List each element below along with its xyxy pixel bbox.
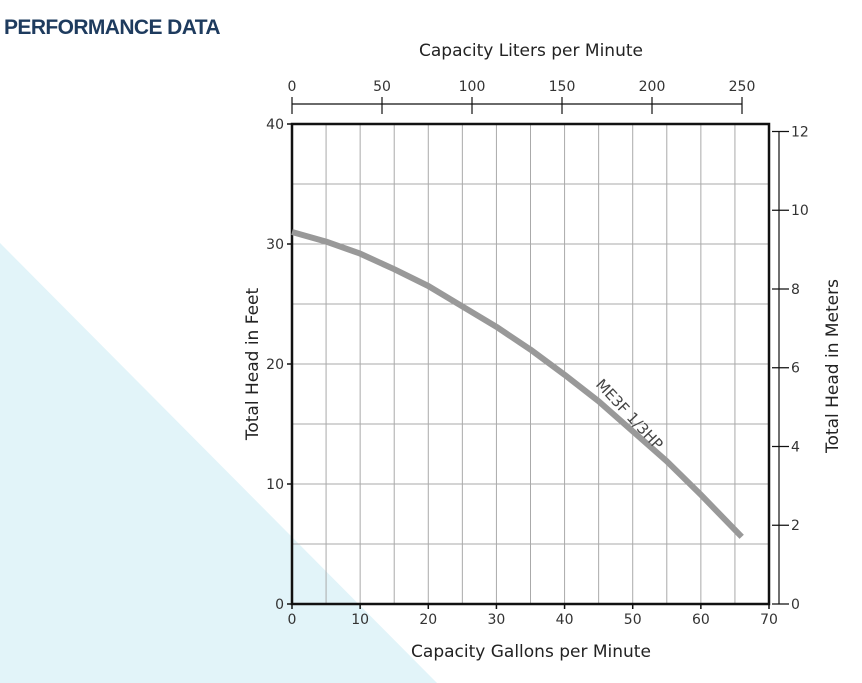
x-tick-label: 70	[760, 612, 778, 628]
series-label: ME3F 1/3HP	[592, 375, 666, 453]
x-tick-label: 0	[288, 612, 297, 628]
secondary-x-axis-title: Capacity Liters per Minute	[419, 41, 643, 61]
secondary-y-tick-label: 4	[791, 439, 800, 455]
x-axis-title: Capacity Gallons per Minute	[411, 642, 651, 662]
page-title: PERFORMANCE DATA	[4, 16, 221, 39]
secondary-y-axis-title: Total Head in Meters	[823, 279, 843, 454]
y-tick-label: 20	[266, 357, 284, 373]
y-tick-label: 40	[266, 117, 284, 133]
secondary-y-tick-label: 8	[791, 282, 800, 298]
x-tick-label: 30	[488, 612, 506, 628]
x-tick-label: 10	[351, 612, 369, 628]
secondary-y-tick-label: 10	[791, 203, 809, 219]
y-axis-title: Total Head in Feet	[243, 288, 263, 442]
secondary-x-tick-label: 150	[549, 79, 576, 95]
x-tick-label: 20	[419, 612, 437, 628]
y-tick-label: 10	[266, 477, 284, 493]
y-tick-label: 30	[266, 237, 284, 253]
series-line	[291, 229, 744, 539]
secondary-y-tick-label: 6	[791, 361, 800, 377]
x-tick-label: 60	[692, 612, 710, 628]
secondary-y-tick-label: 2	[791, 518, 800, 534]
background-decoration	[0, 243, 437, 683]
secondary-x-tick-label: 0	[288, 79, 297, 95]
x-tick-label: 40	[556, 612, 574, 628]
secondary-x-tick-label: 50	[373, 79, 391, 95]
chart-grid	[291, 123, 770, 605]
secondary-x-tick-label: 250	[729, 79, 756, 95]
secondary-x-tick-label: 100	[459, 79, 486, 95]
secondary-y-tick-label: 0	[791, 597, 800, 613]
secondary-y-tick-label: 12	[791, 124, 809, 140]
chart-marks: 0 10 20 30 40 50 60 70 0 10 20 30 40 0 50 100 150 200 250 0…	[266, 79, 809, 628]
x-tick-label: 50	[624, 612, 642, 628]
secondary-x-tick-label: 200	[639, 79, 666, 95]
y-tick-label: 0	[275, 597, 284, 613]
